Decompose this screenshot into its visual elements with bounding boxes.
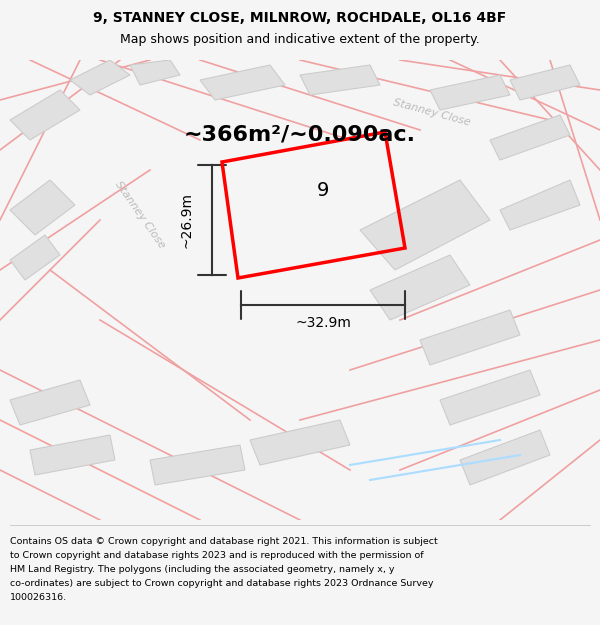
Polygon shape <box>490 115 570 160</box>
Polygon shape <box>70 60 130 95</box>
Polygon shape <box>10 90 80 140</box>
Polygon shape <box>130 60 180 85</box>
Polygon shape <box>440 370 540 425</box>
Polygon shape <box>500 180 580 230</box>
Polygon shape <box>10 180 75 235</box>
Text: 9, STANNEY CLOSE, MILNROW, ROCHDALE, OL16 4BF: 9, STANNEY CLOSE, MILNROW, ROCHDALE, OL1… <box>94 11 506 25</box>
Text: co-ordinates) are subject to Crown copyright and database rights 2023 Ordnance S: co-ordinates) are subject to Crown copyr… <box>10 579 433 588</box>
Polygon shape <box>370 255 470 320</box>
Text: Stanney Close: Stanney Close <box>392 97 472 127</box>
Polygon shape <box>360 180 490 270</box>
Polygon shape <box>420 310 520 365</box>
Polygon shape <box>10 380 90 425</box>
Text: 9: 9 <box>316 181 329 199</box>
Text: ~26.9m: ~26.9m <box>180 192 194 248</box>
Text: to Crown copyright and database rights 2023 and is reproduced with the permissio: to Crown copyright and database rights 2… <box>10 551 424 560</box>
Polygon shape <box>200 65 285 100</box>
Polygon shape <box>510 65 580 100</box>
Polygon shape <box>10 235 60 280</box>
Polygon shape <box>460 430 550 485</box>
Polygon shape <box>250 420 350 465</box>
Text: Map shows position and indicative extent of the property.: Map shows position and indicative extent… <box>120 34 480 46</box>
Polygon shape <box>300 65 380 95</box>
Text: ~366m²/~0.090ac.: ~366m²/~0.090ac. <box>184 125 416 145</box>
Polygon shape <box>150 445 245 485</box>
Text: 100026316.: 100026316. <box>10 593 67 602</box>
Polygon shape <box>430 75 510 110</box>
Text: HM Land Registry. The polygons (including the associated geometry, namely x, y: HM Land Registry. The polygons (includin… <box>10 565 395 574</box>
Text: Contains OS data © Crown copyright and database right 2021. This information is : Contains OS data © Crown copyright and d… <box>10 537 438 546</box>
Polygon shape <box>30 435 115 475</box>
Text: ~32.9m: ~32.9m <box>295 316 351 330</box>
Text: Stanney Close: Stanney Close <box>113 179 167 251</box>
